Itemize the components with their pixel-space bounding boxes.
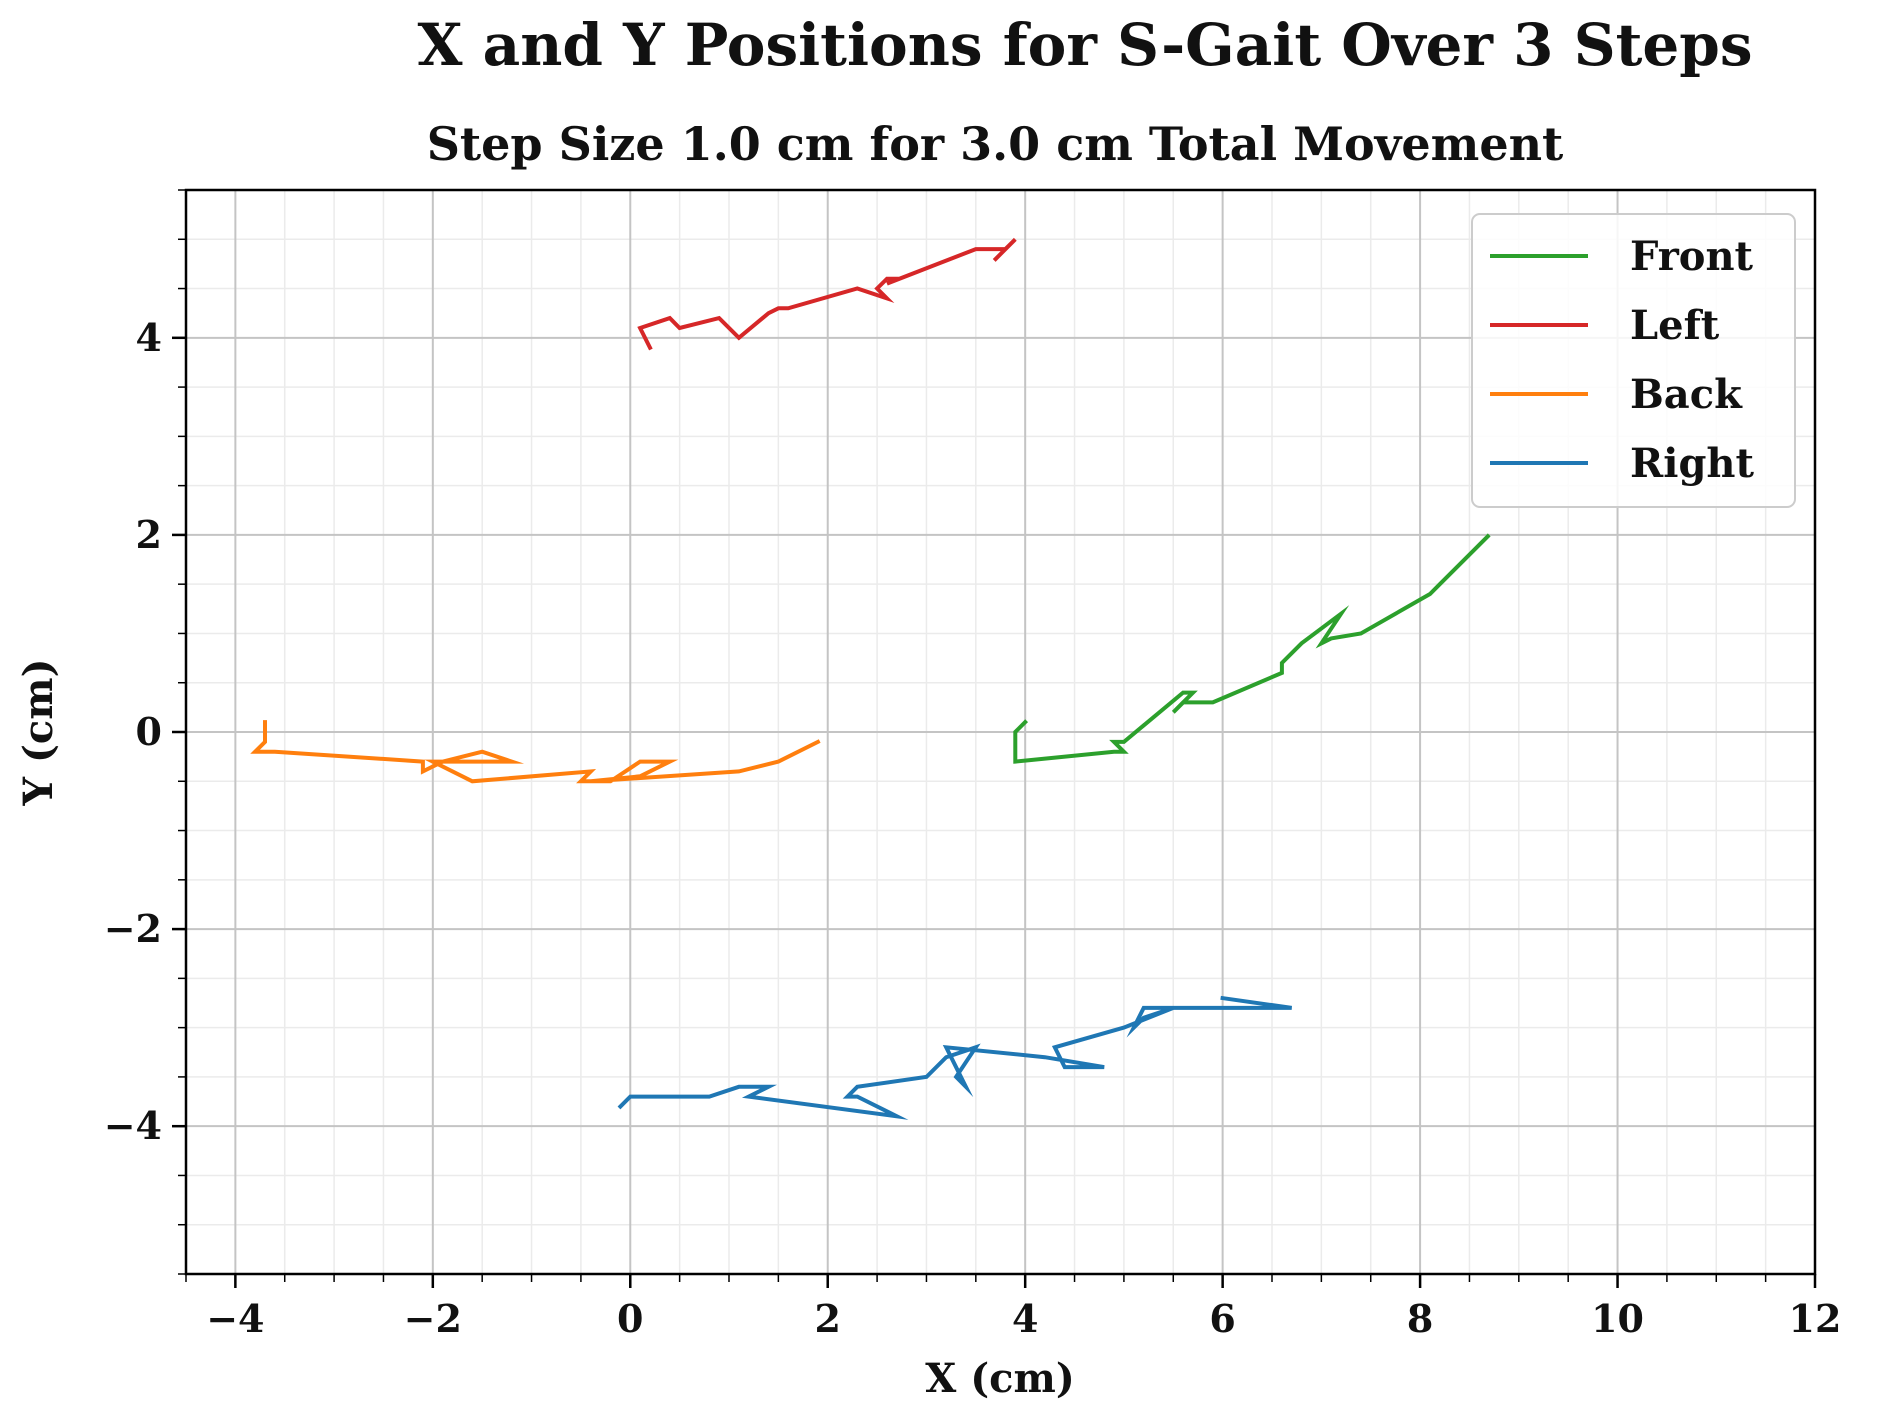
series-layer: [250, 237, 1491, 1120]
chart-subtitle: Step Size 1.0 cm for 3.0 cm Total Moveme…: [427, 117, 1564, 171]
x-tick-label: −4: [206, 1296, 264, 1341]
series-back: [250, 720, 821, 784]
y-tick-label: 0: [136, 709, 162, 754]
series-line-back: [250, 720, 821, 784]
x-tick-label: −2: [404, 1296, 462, 1341]
legend-label-right: Right: [1630, 440, 1754, 487]
ticks-layer: [172, 189, 1817, 1288]
series-line-front: [1013, 533, 1491, 764]
x-tick-label: 12: [1789, 1296, 1842, 1341]
y-tick-label: 4: [136, 315, 162, 360]
series-line-left: [637, 237, 1017, 351]
series-line-right: [617, 995, 1292, 1120]
y-tick-label: 2: [136, 512, 162, 557]
x-axis-label: X (cm): [925, 1355, 1075, 1402]
legend-frame: [1471, 213, 1796, 508]
x-tick-label: 0: [617, 1296, 643, 1341]
x-tick-label: 10: [1591, 1296, 1644, 1341]
x-tick-label: 8: [1407, 1296, 1433, 1341]
y-tick-label: −4: [104, 1103, 162, 1148]
series-right: [617, 995, 1292, 1120]
x-tick-label: 2: [815, 1296, 841, 1341]
series-front: [1013, 533, 1491, 764]
legend-label-front: Front: [1630, 233, 1754, 280]
legend-label-back: Back: [1630, 371, 1743, 418]
legend-label-left: Left: [1630, 302, 1720, 349]
series-left: [637, 237, 1017, 351]
legend: Front Left Back Right: [1471, 213, 1796, 508]
x-tick-label: 6: [1209, 1296, 1235, 1341]
tick-labels: −4 −2 0 2 4 6 8 10 12 −4 −2 0 2 4: [104, 315, 1842, 1341]
x-tick-label: 4: [1012, 1296, 1038, 1341]
y-axis-label: Y (cm): [15, 658, 62, 806]
y-tick-label: −2: [104, 906, 162, 951]
chart-title: X and Y Positions for S-Gait Over 3 Step…: [417, 11, 1752, 79]
